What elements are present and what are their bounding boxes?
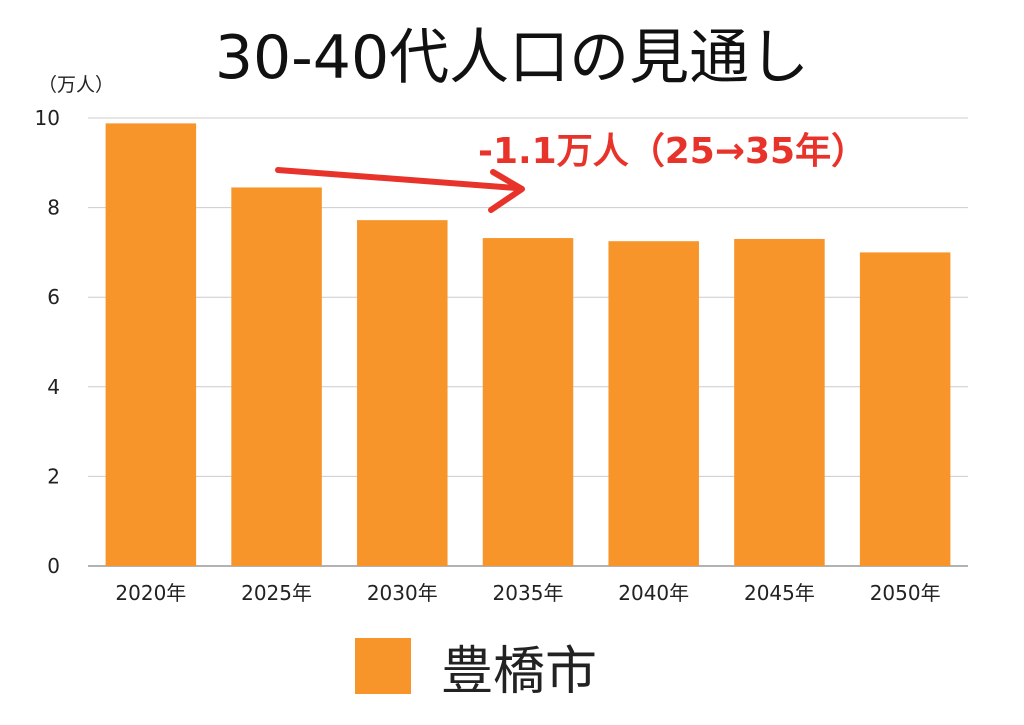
legend: 豊橋市 (355, 636, 597, 702)
x-tick-label: 2025年 (241, 581, 312, 605)
y-axis-unit-label: （万人） (38, 74, 115, 96)
y-tick-label: 8 (47, 196, 60, 220)
x-tick-label: 2030年 (367, 581, 438, 605)
y-tick-label: 2 (47, 464, 60, 488)
bar-2020年 (105, 123, 197, 566)
trend-arrow-head (488, 169, 525, 213)
y-tick-label: 6 (47, 285, 60, 309)
y-tick-label: 0 (47, 554, 60, 578)
trend-arrow-line (275, 167, 519, 191)
y-axis-ticks: 0 2 4 6 8 10 (35, 106, 60, 578)
y-tick-label: 10 (35, 106, 60, 130)
x-tick-label: 2020年 (115, 581, 186, 605)
bar-2050年 (859, 252, 951, 566)
change-annotation: -1.1万人（25→35年） (478, 131, 868, 172)
bar-2030年 (357, 220, 448, 567)
chart-title: 30-40代人口の見通し (214, 23, 810, 93)
bars (105, 123, 951, 567)
x-tick-label: 2050年 (870, 581, 941, 605)
legend-label: 豊橋市 (441, 641, 598, 702)
trend-arrow (275, 167, 525, 213)
bar-2035年 (482, 238, 574, 566)
x-tick-label: 2035年 (493, 581, 564, 605)
bar-2040年 (608, 241, 699, 566)
x-tick-label: 2040年 (618, 581, 689, 605)
x-axis-labels: 2020年 2025年 2030年 2035年 2040年 2045年 2050年 (115, 581, 940, 605)
bar-2025年 (231, 187, 322, 566)
bar-2045年 (734, 238, 825, 566)
x-tick-label: 2045年 (744, 581, 815, 605)
y-tick-label: 4 (47, 375, 60, 399)
legend-swatch (355, 638, 411, 694)
